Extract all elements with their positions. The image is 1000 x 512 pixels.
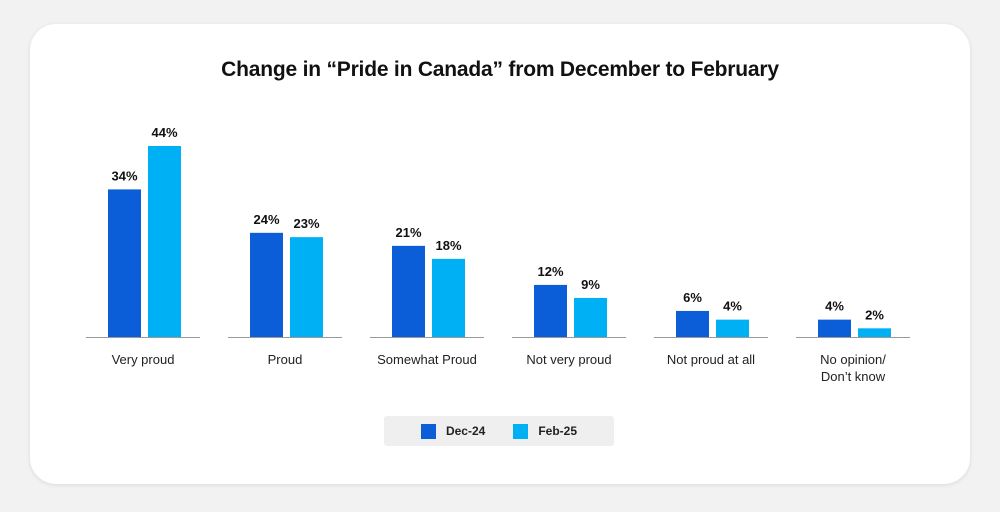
bar-dec-cat-3 <box>534 284 567 337</box>
legend-item-feb: Feb-25 <box>513 423 578 439</box>
data-label-feb-cat-5: 2% <box>865 307 884 322</box>
category-label-cat-1: Proud <box>268 352 303 367</box>
legend-swatch-dec <box>420 423 436 439</box>
bar-feb-cat-3 <box>574 297 607 337</box>
category-label-cat-2: Somewhat Proud <box>377 352 477 367</box>
bar-dec-cat-0 <box>108 189 141 337</box>
data-label-feb-cat-2: 18% <box>435 238 461 253</box>
data-label-dec-cat-4: 6% <box>683 290 702 305</box>
chart-legend: Dec-24 Feb-25 <box>384 416 614 446</box>
bar-chart: 34% 44% Very proud 24% 23% Proud 21% 18% Somewha… <box>86 125 910 384</box>
category-label-cat-4: Not proud at all <box>667 352 755 367</box>
data-label-dec-cat-0: 34% <box>111 168 137 183</box>
data-label-feb-cat-0: 44% <box>151 125 177 140</box>
data-label-feb-cat-1: 23% <box>293 216 319 231</box>
category-label-cat-3: Not very proud <box>526 352 611 367</box>
bar-feb-cat-4 <box>716 319 749 337</box>
data-label-feb-cat-3: 9% <box>581 277 600 292</box>
bar-feb-cat-2 <box>432 258 465 337</box>
bar-feb-cat-0 <box>148 146 181 337</box>
data-label-dec-cat-5: 4% <box>825 299 844 314</box>
bar-dec-cat-1 <box>250 232 283 337</box>
bar-dec-cat-4 <box>676 310 709 337</box>
data-label-dec-cat-1: 24% <box>253 212 279 227</box>
legend-swatch-feb <box>513 423 529 439</box>
category-label-cat-5-line0: No opinion/ <box>820 352 886 367</box>
chart-card: Change in “Pride in Canada” from Decembe… <box>30 24 970 484</box>
data-label-dec-cat-3: 12% <box>537 264 563 279</box>
category-label-cat-5-line1: Don’t know <box>821 369 886 384</box>
data-label-feb-cat-4: 4% <box>723 299 742 314</box>
bar-dec-cat-5 <box>818 319 851 337</box>
legend-label-dec: Dec-24 <box>445 424 486 438</box>
bar-feb-cat-1 <box>290 237 323 337</box>
legend-item-dec: Dec-24 <box>420 423 486 439</box>
data-label-dec-cat-2: 21% <box>395 225 421 240</box>
chart-title: Change in “Pride in Canada” from Decembe… <box>221 58 779 81</box>
category-label-cat-0: Very proud <box>112 352 175 367</box>
bar-feb-cat-5 <box>858 328 891 337</box>
bar-dec-cat-2 <box>392 245 425 337</box>
legend-label-feb: Feb-25 <box>538 424 578 438</box>
